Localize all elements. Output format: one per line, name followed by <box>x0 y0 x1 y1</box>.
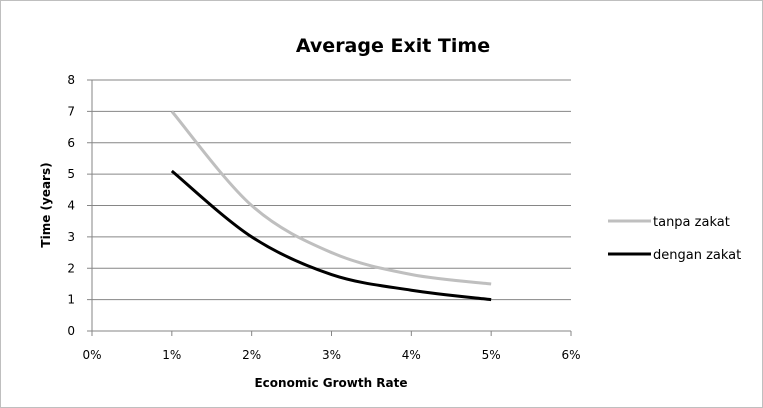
x-tick-label: 4% <box>402 348 421 362</box>
gridlines <box>92 79 571 301</box>
y-tick-label: 0 <box>67 324 75 338</box>
x-tick-label: 2% <box>242 348 261 362</box>
chart-title: Average Exit Time <box>296 35 490 57</box>
y-tick-label: 7 <box>67 104 75 118</box>
legend-label: tanpa zakat <box>653 215 730 230</box>
y-axis-ticks: 0 1 2 3 4 5 6 7 8 <box>67 73 92 338</box>
legend-label: dengan zakat <box>653 248 741 263</box>
x-axis-ticks: 0% 1% 2% 3% 4% 5% 6% <box>82 331 581 362</box>
x-tick-label: 0% <box>82 348 101 362</box>
y-tick-label: 4 <box>67 199 75 213</box>
y-tick-label: 1 <box>67 293 75 307</box>
x-tick-label: 3% <box>322 348 341 362</box>
x-tick-label: 1% <box>162 348 181 362</box>
x-tick-label: 6% <box>561 348 580 362</box>
series-lines <box>170 110 492 302</box>
x-axis-label: Economic Growth Rate <box>254 376 407 390</box>
y-axis-label: Time (years) <box>39 162 53 247</box>
y-tick-label: 6 <box>67 136 75 150</box>
x-tick-label: 5% <box>482 348 501 362</box>
y-tick-label: 3 <box>67 230 75 244</box>
legend: tanpa zakat dengan zakat <box>608 215 741 263</box>
series-line-dengan-zakat <box>170 169 492 302</box>
series-line-tanpa-zakat <box>170 110 492 286</box>
y-tick-label: 8 <box>67 73 75 87</box>
y-tick-label: 2 <box>67 261 75 275</box>
y-tick-label: 5 <box>67 167 75 181</box>
